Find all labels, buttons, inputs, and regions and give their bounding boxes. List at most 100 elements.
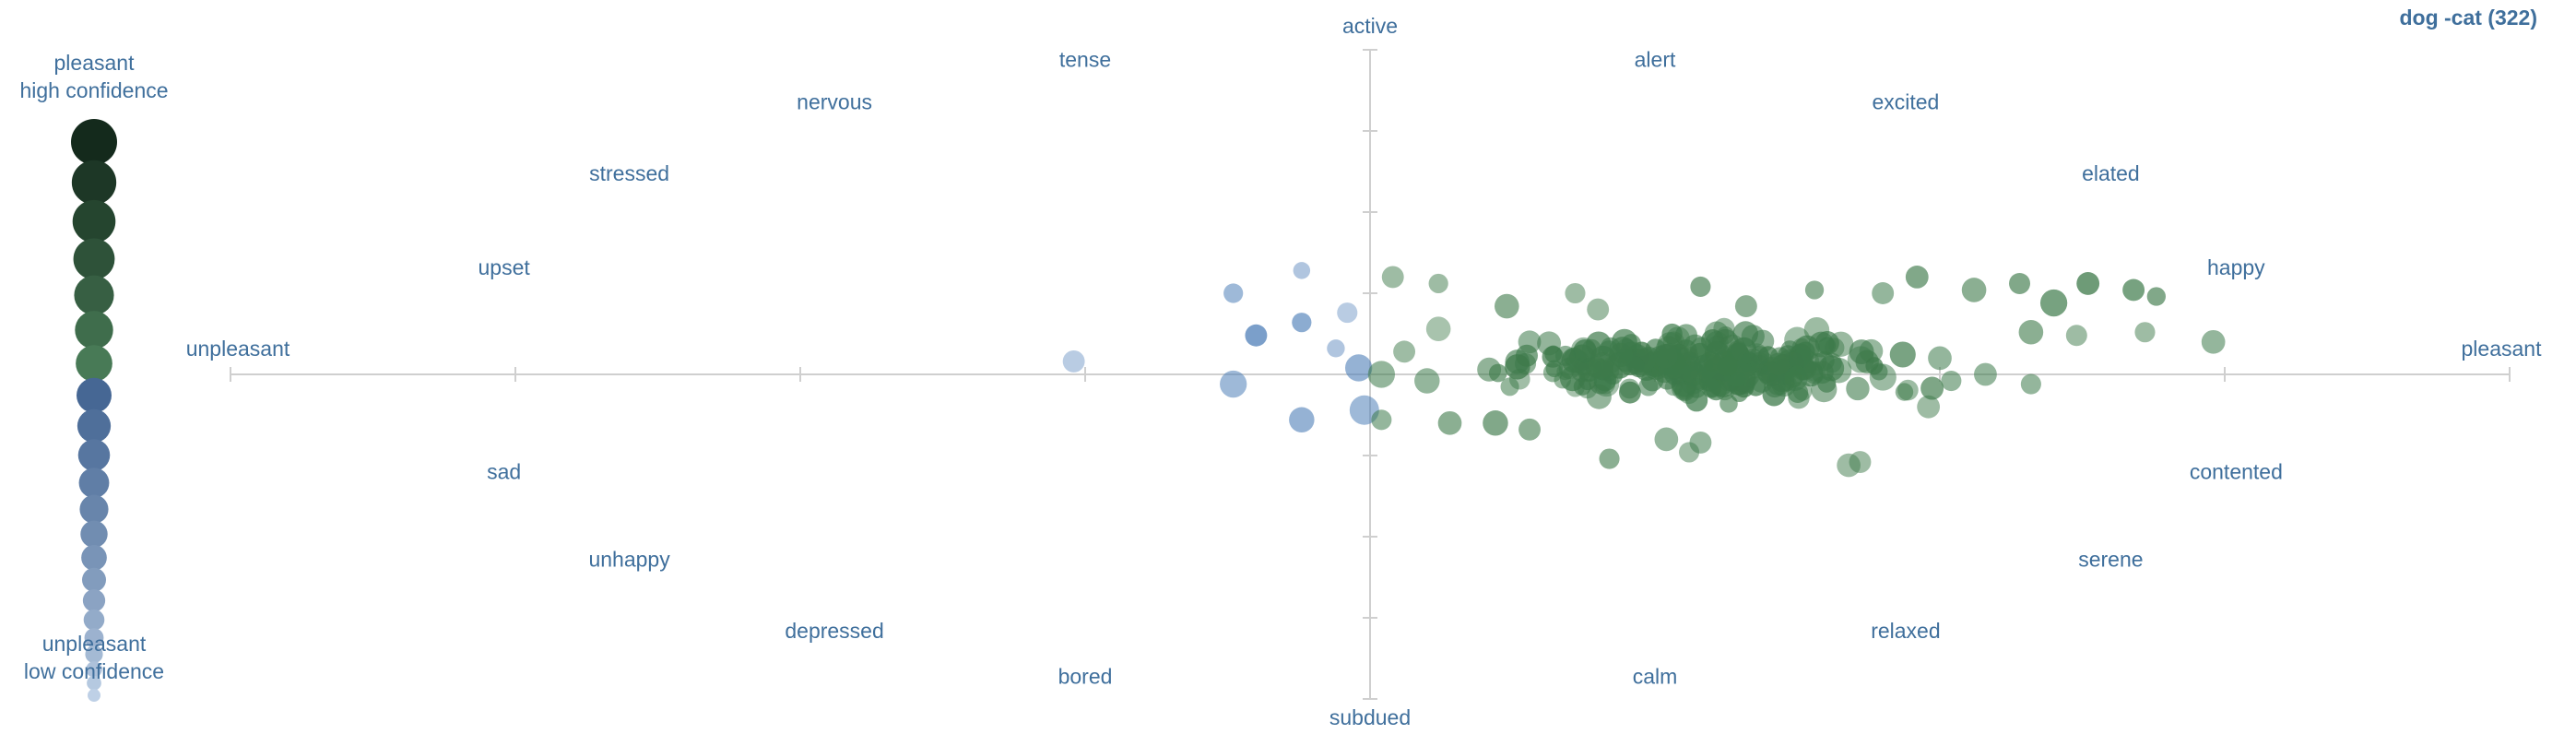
legend-swatch (80, 520, 108, 548)
data-point (1941, 370, 1962, 392)
data-point (1289, 407, 1315, 433)
data-point (1666, 326, 1690, 351)
emotion-label: upset (479, 255, 531, 279)
axis-label-right: pleasant (2462, 337, 2543, 361)
emotion-label: excited (1872, 89, 1939, 113)
legend-swatch (73, 238, 115, 280)
legend-swatch (71, 119, 117, 165)
data-point (1608, 342, 1634, 367)
legend-swatch (75, 311, 113, 349)
data-point (1928, 346, 1952, 371)
data-point (1599, 448, 1620, 469)
data-point (2122, 278, 2145, 302)
legend-swatch (76, 345, 112, 382)
data-point (1760, 362, 1785, 386)
data-point (1804, 280, 1825, 300)
emotion-label: depressed (785, 619, 883, 643)
emotion-label: bored (1058, 664, 1113, 688)
data-point (1719, 395, 1738, 413)
legend-swatch (71, 160, 117, 205)
data-point (1837, 453, 1861, 478)
data-point (1638, 376, 1659, 397)
data-point (1680, 365, 1698, 383)
data-point (2039, 289, 2068, 317)
legend-swatch (72, 199, 116, 243)
emotion-label: stressed (589, 161, 669, 185)
data-point (1897, 379, 1919, 401)
data-point (1292, 313, 1312, 333)
data-point (2076, 272, 2100, 295)
data-points (1062, 262, 2226, 478)
data-point (1889, 341, 1916, 368)
legend-bottom-sublabel: low confidence (24, 659, 164, 683)
data-point (1245, 324, 1268, 347)
data-point (1495, 293, 1519, 319)
data-point (1367, 361, 1396, 388)
data-point (1865, 357, 1884, 375)
legend-swatch (87, 675, 101, 691)
legend-swatch (74, 275, 114, 315)
legend-swatch (88, 689, 100, 703)
data-point (1337, 302, 1358, 324)
emotion-label: happy (2207, 255, 2265, 279)
data-point (1630, 348, 1656, 373)
data-point (2020, 373, 2041, 395)
data-point (1381, 266, 1404, 289)
legend-top-sublabel: high confidence (19, 78, 168, 102)
data-point (1657, 369, 1678, 390)
legend-swatch (86, 661, 102, 678)
axis-label-left: unpleasant (186, 337, 290, 361)
emotion-label: contented (2190, 460, 2283, 484)
data-point (1220, 370, 1247, 398)
data-point (1653, 344, 1678, 369)
data-point (1703, 354, 1721, 372)
data-point (1859, 338, 1884, 363)
data-point (1293, 262, 1311, 279)
data-point (1545, 360, 1564, 378)
data-point (1586, 384, 1612, 409)
data-point (2018, 319, 2044, 345)
data-point (1483, 410, 1508, 436)
data-point (1872, 282, 1895, 304)
data-point (1544, 345, 1563, 363)
data-point (1750, 346, 1769, 365)
data-point (1393, 340, 1416, 363)
emotion-labels: tense alert nervous excited stressed elated up… (479, 48, 2283, 689)
emotion-label: unhappy (588, 548, 670, 572)
legend-swatch (81, 544, 107, 571)
data-point (2134, 322, 2156, 343)
legend-swatch (77, 377, 112, 413)
data-point (1488, 363, 1507, 383)
data-point (1589, 358, 1612, 380)
emotion-label: tense (1059, 48, 1111, 72)
data-point (1425, 316, 1451, 342)
data-point (2065, 325, 2087, 347)
legend-swatch (85, 645, 103, 664)
legend-swatch (82, 589, 106, 612)
data-point (1223, 283, 1244, 303)
data-point (1762, 383, 1786, 407)
emotion-label: calm (1633, 664, 1678, 688)
confidence-legend: pleasant high confidence unpleasant low … (19, 51, 169, 703)
emotion-label: sad (487, 460, 521, 484)
data-point (1741, 325, 1765, 349)
emotion-label: elated (2082, 161, 2140, 185)
data-point (2201, 329, 2226, 354)
legend-swatch (79, 494, 109, 524)
data-point (1730, 365, 1755, 392)
legend-swatch (77, 408, 112, 444)
data-point (1961, 278, 1987, 302)
data-point (1571, 361, 1591, 382)
data-point (1689, 431, 1712, 454)
data-point (1716, 326, 1735, 345)
data-point (1371, 409, 1392, 431)
emotion-label: alert (1635, 48, 1676, 72)
data-point (1905, 266, 1929, 289)
axis-label-bottom: subdued (1329, 705, 1411, 729)
legend-swatch (83, 609, 105, 631)
data-point (1500, 377, 1519, 397)
legend-top-label: pleasant (54, 51, 136, 75)
chart-title: dog -cat (322) (2399, 6, 2537, 30)
legend-swatches (71, 119, 117, 703)
